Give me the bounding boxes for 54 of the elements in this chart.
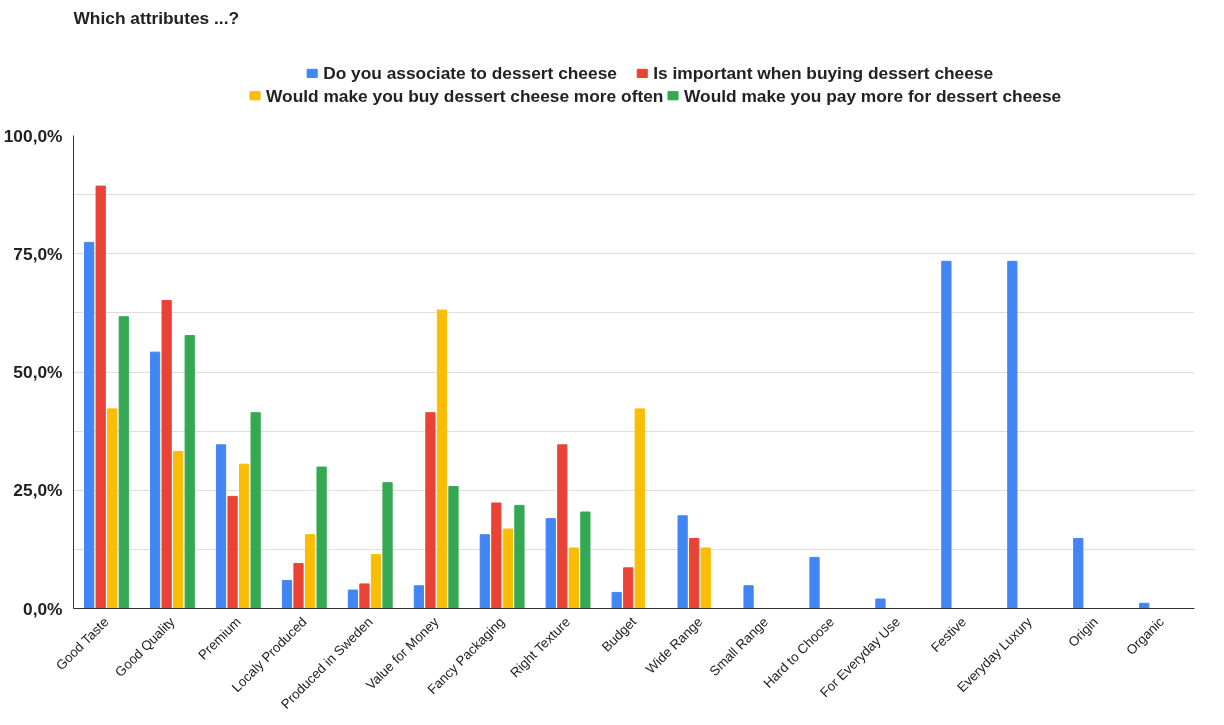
bar (502, 528, 513, 609)
bar (227, 495, 238, 609)
bar (436, 309, 448, 609)
legend-label: Would make you pay more for dessert cheese (684, 85, 1062, 106)
bar (700, 547, 711, 609)
bar (95, 185, 106, 609)
bar (568, 547, 579, 609)
bar (107, 408, 118, 609)
bar (370, 554, 382, 609)
bar (623, 567, 634, 609)
bar (84, 241, 95, 609)
bar (689, 538, 700, 609)
bar (1073, 538, 1084, 609)
bar (250, 412, 261, 609)
bar (743, 585, 754, 609)
legend-label: Do you associate to dessert cheese (323, 63, 618, 84)
bar (941, 260, 952, 609)
bar (634, 408, 645, 609)
bar (316, 466, 327, 609)
bar (149, 351, 161, 609)
bar (293, 563, 304, 609)
bar (611, 591, 622, 609)
bar (580, 511, 591, 609)
bar (1007, 260, 1018, 609)
bar (425, 412, 436, 609)
bar (514, 504, 525, 609)
bar (281, 580, 293, 609)
bar (239, 463, 250, 609)
bar (677, 515, 688, 609)
y-tick-label: 100,0% (3, 125, 63, 146)
bar (557, 444, 568, 609)
y-tick-label: 25,0% (13, 480, 63, 501)
bar (545, 518, 556, 609)
bar (173, 450, 184, 609)
y-tick-label: 75,0% (13, 243, 63, 264)
legend-label: Is important when buying dessert cheese (653, 63, 994, 84)
bar (491, 502, 502, 609)
bar (875, 598, 886, 609)
bar (304, 534, 316, 609)
bar (382, 482, 393, 609)
bar (448, 485, 459, 609)
bar (215, 444, 227, 609)
bar (184, 335, 195, 609)
bar (479, 534, 490, 609)
bar (161, 300, 172, 609)
bar (359, 583, 370, 609)
bar (118, 316, 129, 609)
bar (413, 585, 424, 609)
y-tick-label: 0,0% (23, 598, 63, 619)
chart-title: Which attributes ...? (73, 7, 240, 28)
bar (809, 556, 820, 609)
legend-label: Would make you buy dessert cheese more often (266, 85, 664, 106)
bar (347, 589, 359, 609)
y-tick-label: 50,0% (13, 362, 63, 382)
